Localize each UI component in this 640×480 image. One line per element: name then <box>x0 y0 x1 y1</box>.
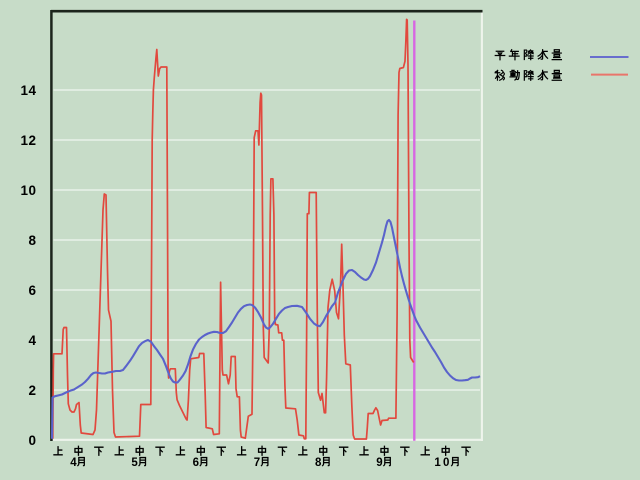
svg-text:9: 9 <box>376 457 382 469</box>
svg-text:4: 4 <box>28 333 36 348</box>
svg-text:10: 10 <box>20 183 36 198</box>
svg-text:6: 6 <box>28 283 36 298</box>
svg-text:4: 4 <box>70 457 77 469</box>
svg-text:12: 12 <box>20 133 36 148</box>
svg-text:14: 14 <box>20 83 36 98</box>
svg-text:10: 10 <box>434 457 451 469</box>
svg-text:8: 8 <box>28 233 36 248</box>
svg-text:2: 2 <box>28 383 36 398</box>
svg-text:7: 7 <box>254 457 260 469</box>
svg-text:8: 8 <box>315 457 322 469</box>
svg-text:0: 0 <box>28 433 36 448</box>
svg-text:6: 6 <box>193 457 199 469</box>
svg-text:5: 5 <box>131 457 138 469</box>
